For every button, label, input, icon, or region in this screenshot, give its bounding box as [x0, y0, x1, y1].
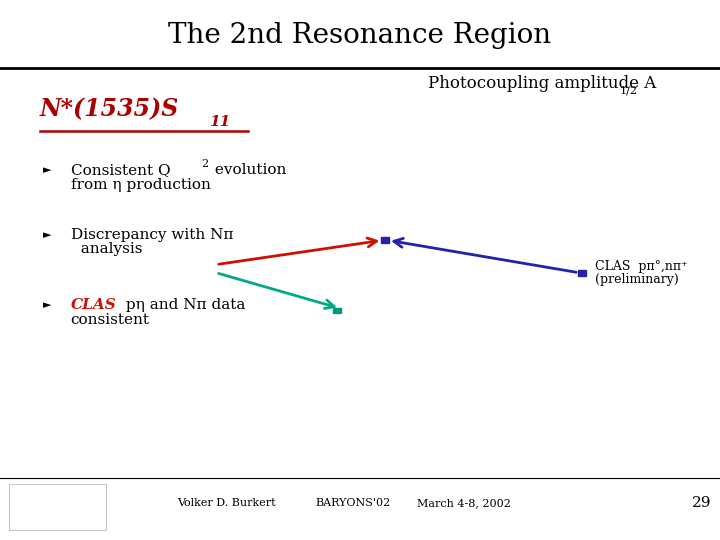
Text: CLAS  pπ°,nπ⁺: CLAS pπ°,nπ⁺ [595, 260, 688, 273]
Text: Discrepancy with Nπ: Discrepancy with Nπ [71, 228, 233, 242]
Bar [578, 270, 586, 275]
Text: Volker D. Burkert: Volker D. Burkert [178, 498, 276, 508]
Text: 2: 2 [202, 159, 209, 168]
Text: pη and Nπ data: pη and Nπ data [121, 298, 246, 312]
Text: ►: ► [43, 165, 52, 175]
Bar [0, 0, 720, 68]
Text: from η production: from η production [71, 178, 210, 192]
Text: March 4-8, 2002: March 4-8, 2002 [418, 498, 511, 508]
Text: ►: ► [43, 230, 52, 240]
Bar [9, 484, 106, 530]
Text: (preliminary): (preliminary) [595, 273, 678, 286]
Bar [333, 308, 341, 313]
Text: Photocoupling amplitude A: Photocoupling amplitude A [428, 75, 657, 92]
Text: N*(1535)S: N*(1535)S [40, 98, 179, 122]
Text: 11: 11 [209, 114, 230, 129]
Text: consistent: consistent [71, 313, 150, 327]
Text: analysis: analysis [71, 242, 142, 256]
Bar [382, 237, 390, 243]
Text: BARYONS'02: BARYONS'02 [315, 498, 390, 508]
Text: evolution: evolution [210, 163, 287, 177]
Text: 1/2: 1/2 [619, 86, 637, 96]
Text: Consistent Q: Consistent Q [71, 163, 170, 177]
Text: The 2nd Resonance Region: The 2nd Resonance Region [168, 22, 552, 49]
Text: ►: ► [43, 300, 52, 310]
Text: CLAS: CLAS [71, 298, 117, 312]
Text: 29: 29 [692, 496, 712, 510]
